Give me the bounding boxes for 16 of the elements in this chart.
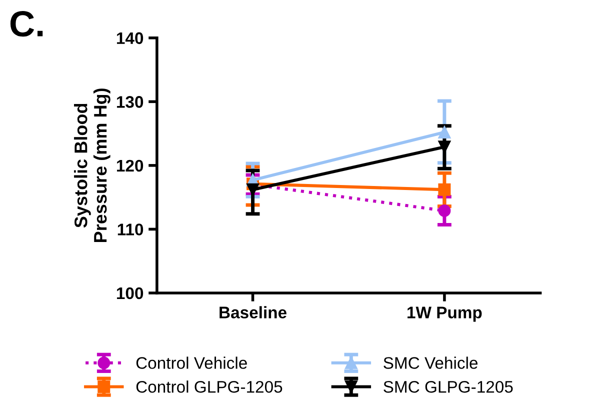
legend-label: SMC GLPG-1205 (384, 380, 513, 393)
point (438, 183, 451, 196)
point (438, 204, 451, 217)
y-tick-label: 110 (118, 224, 144, 236)
x-tick-label: Baseline (220, 306, 286, 318)
legend-label: SMC Vehicle (384, 356, 478, 369)
x-tick-label: 1W Pump (408, 306, 482, 322)
legend-label: Control GLPG-1205 (136, 380, 282, 393)
text: C. (10, 11, 43, 37)
y-tick-label: 130 (116, 96, 144, 108)
y-axis-title: Systolic Blood Pressure (mm Hg) (74, 88, 110, 242)
y-tick-label: 100 (116, 287, 144, 300)
legend-label: Control Vehicle (136, 356, 247, 369)
point (438, 126, 451, 139)
y-tick-label: 120 (116, 160, 144, 172)
y-tick-label: 140 (116, 32, 144, 44)
